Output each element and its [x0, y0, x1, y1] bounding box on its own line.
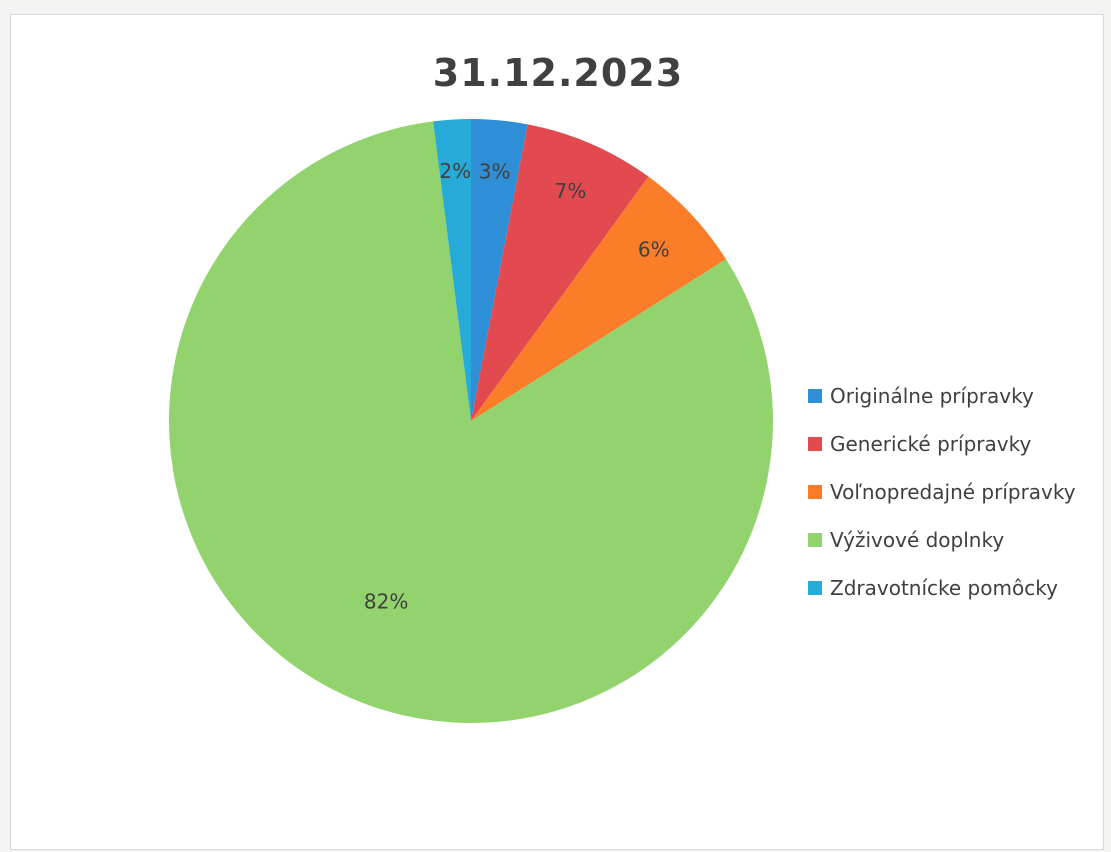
- legend-item: Výživové doplnky: [808, 516, 1076, 564]
- legend-swatch: [808, 389, 822, 403]
- chart-area: 31.12.2023 3% 7% 6% 82% 2% Originálne prípra…: [10, 14, 1104, 850]
- legend-label: Výživové doplnky: [830, 528, 1005, 552]
- pie-slice: [471, 176, 726, 421]
- pie-slice: [471, 119, 528, 421]
- legend-swatch: [808, 581, 822, 595]
- legend-label: Generické prípravky: [830, 432, 1032, 456]
- legend: Originálne prípravky Generické prípravky…: [808, 372, 1076, 612]
- legend-label: Originálne prípravky: [830, 384, 1034, 408]
- data-label: 3%: [479, 159, 511, 183]
- legend-swatch: [808, 437, 822, 451]
- legend-swatch: [808, 533, 822, 547]
- data-label: 7%: [555, 179, 587, 203]
- legend-label: Voľnopredajné prípravky: [830, 480, 1076, 504]
- pie-slice: [433, 119, 471, 421]
- data-label: 6%: [638, 237, 670, 261]
- legend-swatch: [808, 485, 822, 499]
- legend-item: Generické prípravky: [808, 420, 1076, 468]
- legend-item: Zdravotnícke pomôcky: [808, 564, 1076, 612]
- pie-slice: [471, 124, 649, 422]
- data-label: 82%: [364, 589, 408, 613]
- legend-item: Voľnopredajné prípravky: [808, 468, 1076, 516]
- data-label: 2%: [439, 159, 471, 183]
- pie-slice: [168, 121, 774, 723]
- legend-label: Zdravotnícke pomôcky: [830, 576, 1058, 600]
- chart-title: 31.12.2023: [432, 51, 684, 95]
- legend-item: Originálne prípravky: [808, 372, 1076, 420]
- pie-chart: 3% 7% 6% 82% 2%: [168, 119, 774, 723]
